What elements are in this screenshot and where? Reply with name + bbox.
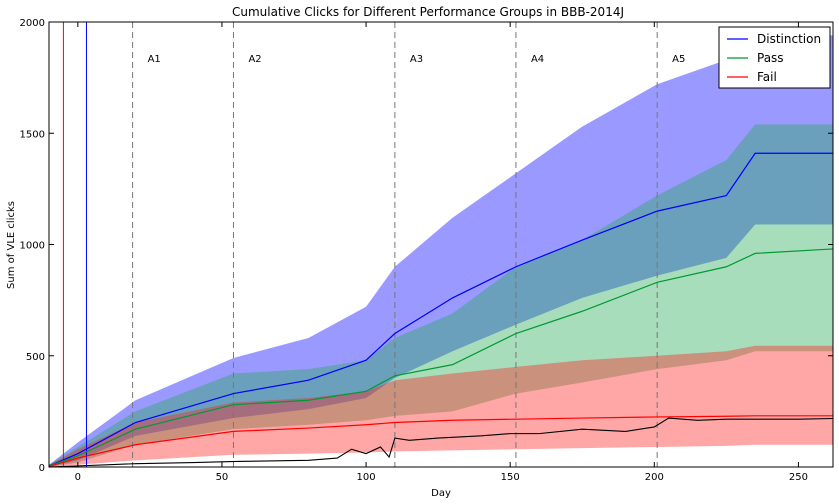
legend: Distinction Pass Fail — [718, 26, 831, 89]
line-pass — [48, 248, 834, 467]
line-fail — [48, 415, 833, 467]
confidence-bands — [49, 35, 833, 467]
x-tick-label: 150 — [501, 472, 520, 483]
line-distinction — [48, 152, 833, 467]
assessment-label-a1: A1 — [148, 54, 161, 65]
band-distinction — [49, 35, 833, 467]
legend-label-fail: Fail — [757, 70, 777, 84]
assessment-label-a3: A3 — [410, 54, 423, 65]
x-tick-label: 0 — [75, 472, 81, 483]
line-unlabeled — [48, 417, 834, 468]
legend-label-distinction: Distinction — [757, 32, 821, 46]
y-tick-label: 2000 — [20, 18, 45, 29]
x-tick-label: 250 — [789, 472, 808, 483]
y-tick-label: 0 — [39, 463, 45, 474]
legend-label-pass: Pass — [757, 51, 784, 65]
y-tick-label: 1500 — [20, 129, 45, 140]
x-tick-label: 100 — [357, 472, 376, 483]
assessment-lines: A1 A2 A3 A4 A5 — [62, 22, 685, 467]
band-fail — [49, 345, 833, 467]
x-tick-label: 200 — [645, 472, 664, 483]
chart-title: Cumulative Clicks for Different Performa… — [232, 5, 624, 19]
x-tick-label: 50 — [216, 472, 229, 483]
assessment-label-a4: A4 — [531, 54, 544, 65]
axes: 0 50 100 150 200 250 0 500 1000 1500 2000 — [20, 18, 833, 483]
y-tick-label: 1000 — [20, 241, 45, 252]
band-pass — [49, 124, 833, 467]
series-lines — [48, 152, 834, 468]
assessment-label-a5: A5 — [672, 54, 685, 65]
y-tick-label: 500 — [26, 352, 45, 363]
assessment-label-a2: A2 — [248, 54, 261, 65]
x-axis-label: Day — [431, 488, 451, 499]
y-axis-label: Sum of VLE clicks — [6, 201, 17, 289]
